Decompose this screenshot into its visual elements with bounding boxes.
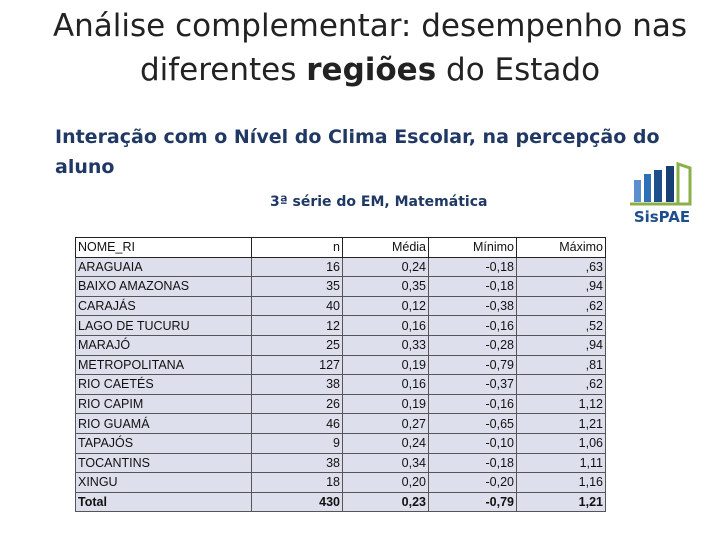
table-cell: -0,18 [428,452,517,474]
table-cell: MARAJÓ [75,334,252,356]
table-row: METROPOLITANA 127 0,19 -0,79,81 [75,354,606,376]
table-cell: 35 [251,276,343,297]
table-cell: 46 [251,413,343,434]
logo-bar [644,174,651,202]
table-cell: -0,65 [428,413,517,434]
table-cell: 0,12 [342,295,429,317]
table-cell: 0,19 [342,393,429,415]
table-cell: -0,28 [428,334,517,356]
table-cell: 12 [251,315,343,336]
table-cell: -0,10 [428,432,517,454]
table-cell: 1,16 [516,472,606,493]
table-row: TOCANTINS 38 0,34 -0,18 1,11 [75,452,606,474]
table-cell: 25 [251,334,343,356]
table-cell: -0,79 [428,354,517,376]
table-cell: ,81 [516,354,606,376]
table-cell: 0,16 [342,315,429,336]
subtitle: Interação com o Nível do Clima Escolar, … [55,126,660,178]
table-cell: Total [75,491,252,513]
table-row: NOME_RI n Média Mínimo Máximo [75,237,606,258]
table-cell: 0,24 [342,432,429,454]
table-row: CARAJÁS 40 0,12 -0,38,62 [75,295,606,317]
table-row: XINGU 18 0,20 -0,20 1,16 [75,472,606,493]
table-cell: 430 [251,491,343,513]
table-row: ARAGUAIA 16 0,24 -0,18,63 [75,256,606,278]
table-cell: 1,12 [516,393,606,415]
data-table: NOME_RI n Média Mínimo Máximo ARAGUAIA 16 0,24-… [75,237,606,513]
table-cell: METROPOLITANA [75,354,252,376]
table-row: RIO CAPIM 26 0,19 -0,16 1,12 [75,393,606,415]
table-cell: 0,33 [342,334,429,356]
table-cell: -0,79 [428,491,517,513]
table-row: BAIXO AMAZONAS 35 0,35 -0,18,94 [75,276,606,297]
table-cell: RIO CAPIM [75,393,252,415]
table-cell: BAIXO AMAZONAS [75,276,252,297]
table-caption: 3ª série do EM, Matemática [270,194,488,210]
table-cell: 0,20 [342,472,429,493]
table-cell: 0,16 [342,374,429,395]
table-cell: -0,16 [428,393,517,415]
table-cell: XINGU [75,472,252,493]
table-row: RIO GUAMÁ 46 0,27 -0,65 1,21 [75,413,606,434]
table-row: MARAJÓ 25 0,33 -0,28,94 [75,334,606,356]
table-cell: 0,19 [342,354,429,376]
table-cell: Média [342,237,429,258]
logo-bar [654,170,662,202]
table-cell: 0,24 [342,256,429,278]
table-cell: TAPAJÓS [75,432,252,454]
table-cell: CARAJÁS [75,295,252,317]
table-cell: Máximo [516,237,606,258]
table-row: RIO CAETÉS 38 0,16 -0,37,62 [75,374,606,395]
table-cell: ,94 [516,334,606,356]
table-cell: 38 [251,452,343,474]
table-row: TAPAJÓS 9 0,24 -0,10 1,06 [75,432,606,454]
table-cell: -0,20 [428,472,517,493]
table-cell: 1,06 [516,432,606,454]
table-cell: ,52 [516,315,606,336]
table-cell: 18 [251,472,343,493]
table-cell: -0,18 [428,256,517,278]
logo-text: SisPAE [634,208,690,226]
table-cell: 16 [251,256,343,278]
table-cell: 1,11 [516,452,606,474]
logo-frame [630,161,692,206]
table-cell: 1,21 [516,491,606,513]
logo: SisPAE [630,161,692,226]
slide-title: Análise complementar: desempenho nas dif… [20,4,720,92]
table-cell: LAGO DE TUCURU [75,315,252,336]
table-cell: -0,18 [428,276,517,297]
table-cell: 1,21 [516,413,606,434]
table-cell: RIO GUAMÁ [75,413,252,434]
table-row: LAGO DE TUCURU 12 0,16 -0,16,52 [75,315,606,336]
title-part: Análise complementar: desempenho nas dif… [52,8,688,88]
table-cell: ,63 [516,256,606,278]
table-cell: ,94 [516,276,606,297]
table-cell: 38 [251,374,343,395]
logo-bar [634,180,641,202]
table-cell: 0,27 [342,413,429,434]
table-cell: n [251,237,343,258]
table-cell: NOME_RI [75,237,252,258]
table-cell: 26 [251,393,343,415]
table-row: Total 430 0,23 -0,79 1,21 [75,491,606,513]
table-cell: -0,16 [428,315,517,336]
table-cell: ,62 [516,374,606,395]
table-cell: ,62 [516,295,606,317]
table-cell: -0,38 [428,295,517,317]
table-cell: 0,34 [342,452,429,474]
table-cell: Mínimo [428,237,517,258]
table-cell: 9 [251,432,343,454]
table-cell: TOCANTINS [75,452,252,474]
table-cell: 0,23 [342,491,429,513]
table-cell: 127 [251,354,343,376]
title-emphasis: regiões [306,52,437,88]
title-part: do Estado [436,52,601,88]
table-cell: 0,35 [342,276,429,297]
table-cell: ARAGUAIA [75,256,252,278]
table-cell: 40 [251,295,343,317]
logo-bar [666,166,674,202]
table-cell: -0,37 [428,374,517,395]
table-cell: RIO CAETÉS [75,374,252,395]
